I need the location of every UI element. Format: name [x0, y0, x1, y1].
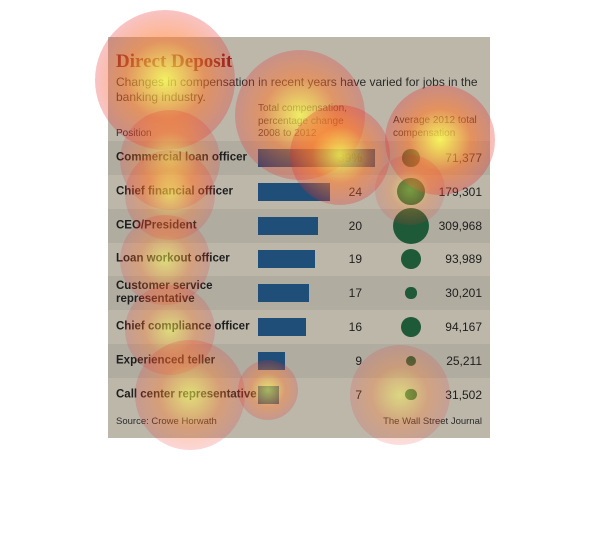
- value-label: 7: [355, 387, 362, 402]
- value-label: 71,377: [445, 150, 482, 165]
- value-label: 39%: [337, 150, 362, 165]
- value-label: 16: [348, 319, 362, 334]
- bubble: [405, 355, 417, 366]
- bubble: [402, 149, 420, 167]
- chart-subtitle: Changes in compensation in recent years …: [116, 75, 478, 104]
- bar: [258, 182, 330, 201]
- value-label: 24: [348, 184, 362, 199]
- column-header: Total compensation, percentage change 20…: [258, 103, 347, 139]
- bar: [258, 216, 318, 235]
- column-header: Position: [116, 128, 152, 139]
- value-label: 20: [348, 218, 362, 233]
- value-label: 179,301: [438, 184, 482, 199]
- infographic: Direct Deposit Changes in compensation i…: [108, 37, 490, 438]
- bubble: [401, 249, 421, 270]
- bubble: [405, 287, 417, 299]
- bar: [258, 284, 309, 303]
- bar: [258, 385, 279, 404]
- bubble: [401, 316, 421, 337]
- credit: The Wall Street Journal: [383, 416, 482, 427]
- value-label: 94,167: [445, 319, 482, 334]
- column-header: Average 2012 total compensation: [393, 115, 477, 139]
- bar: [258, 250, 315, 269]
- bubble: [393, 207, 429, 244]
- bubble: [405, 388, 417, 401]
- bubble: [397, 178, 425, 206]
- value-label: 31,502: [445, 387, 482, 402]
- value-label: 30,201: [445, 286, 482, 301]
- value-label: 93,989: [445, 252, 482, 267]
- value-label: 9: [355, 353, 362, 368]
- chart-title: Direct Deposit: [116, 51, 233, 72]
- value-label: 17: [348, 286, 362, 301]
- bar: [258, 351, 285, 370]
- bar: [258, 317, 306, 336]
- value-label: 19: [348, 252, 362, 267]
- source: Source: Crowe Horwath: [116, 416, 217, 427]
- value-label: 309,968: [438, 218, 482, 233]
- value-label: 25,211: [446, 353, 482, 368]
